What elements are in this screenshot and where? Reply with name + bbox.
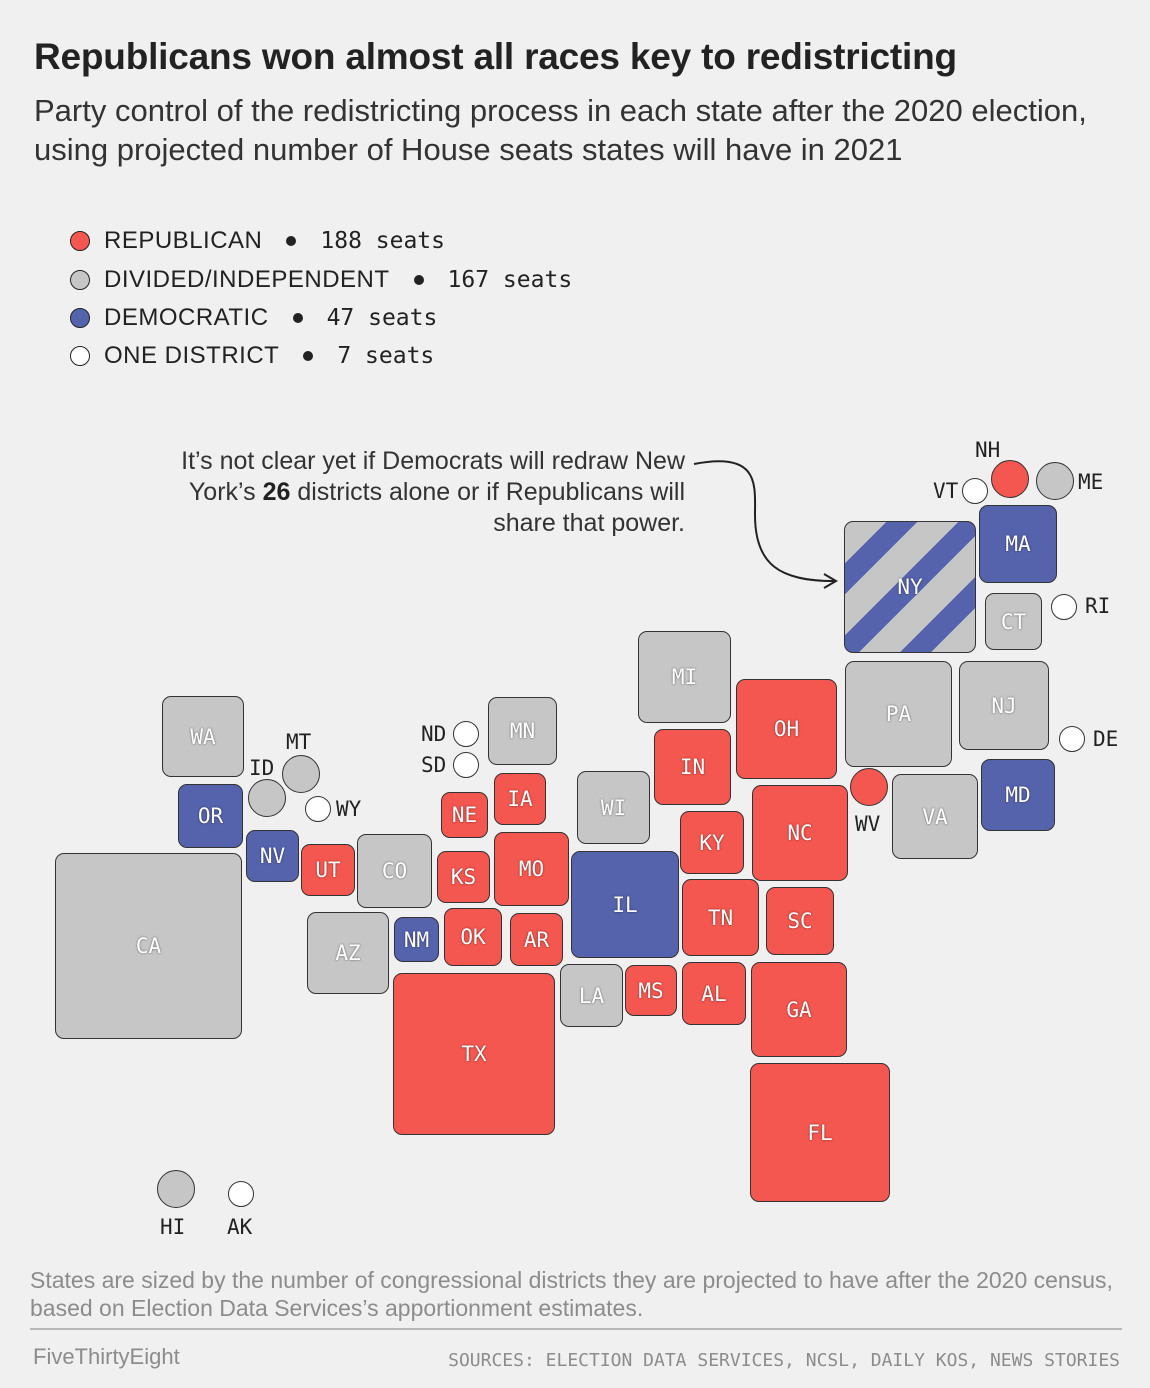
republican-swatch-icon bbox=[70, 231, 90, 251]
state-wi: WI bbox=[577, 771, 650, 844]
state-ct: CT bbox=[985, 593, 1042, 650]
state-wy-label: WY bbox=[336, 797, 362, 821]
state-id-label: ID bbox=[249, 756, 275, 780]
annotation-arrow-icon bbox=[693, 460, 838, 589]
one-district-swatch-icon bbox=[70, 346, 90, 366]
state-az: AZ bbox=[307, 912, 389, 994]
state-ia: IA bbox=[494, 773, 546, 825]
legend-item-one-district: ONE DISTRICT 7 seats bbox=[70, 341, 434, 371]
legend-seats: 167 seats bbox=[447, 267, 573, 293]
state-ut: UT bbox=[301, 844, 355, 896]
state-ks: KS bbox=[437, 851, 490, 903]
state-in: IN bbox=[654, 729, 731, 805]
state-al: AL bbox=[682, 962, 746, 1025]
bullet-icon bbox=[292, 313, 303, 323]
chart-subtitle: Party control of the redistricting proce… bbox=[34, 93, 1087, 167]
state-hi-label: HI bbox=[160, 1215, 186, 1239]
state-mt-label: MT bbox=[286, 730, 312, 754]
state-me-label: ME bbox=[1078, 470, 1104, 494]
state-wa: WA bbox=[162, 696, 244, 777]
divided-swatch-icon bbox=[70, 270, 90, 290]
state-me bbox=[1036, 462, 1074, 500]
state-ny: NY bbox=[844, 521, 976, 653]
state-or: OR bbox=[178, 784, 243, 848]
sources-text: SOURCES: ELECTION DATA SERVICES, NCSL, D… bbox=[448, 1350, 1120, 1371]
state-ca: CA bbox=[55, 853, 242, 1039]
chart-title: Republicans won almost all races key to … bbox=[34, 36, 957, 77]
democratic-swatch-icon bbox=[70, 308, 90, 328]
legend-item-divided: DIVIDED/INDEPENDENT 167 seats bbox=[70, 265, 572, 295]
state-nd-label: ND bbox=[421, 722, 447, 746]
state-nm: NM bbox=[394, 917, 439, 962]
legend-label: DEMOCRATIC bbox=[104, 304, 269, 331]
state-md: MD bbox=[981, 759, 1055, 831]
state-wv-label: WV bbox=[855, 812, 881, 836]
state-ak-label: AK bbox=[227, 1215, 253, 1239]
legend-label: ONE DISTRICT bbox=[104, 342, 280, 369]
state-nv: NV bbox=[246, 830, 299, 882]
legend-seats: 188 seats bbox=[320, 228, 445, 254]
legend-label: DIVIDED/INDEPENDENT bbox=[104, 266, 390, 293]
bullet-icon bbox=[413, 275, 424, 285]
state-sd-label: SD bbox=[421, 753, 447, 777]
state-nd bbox=[453, 721, 479, 747]
annotation-text-bold: 26 bbox=[262, 478, 291, 506]
state-mo: MO bbox=[494, 832, 569, 906]
state-id bbox=[248, 779, 286, 817]
state-co: CO bbox=[357, 834, 432, 908]
state-la: LA bbox=[560, 964, 623, 1027]
state-il: IL bbox=[571, 851, 679, 958]
state-de-label: DE bbox=[1093, 727, 1119, 751]
legend-item-republican: REPUBLICAN 188 seats bbox=[70, 226, 445, 256]
legend-seats: 7 seats bbox=[337, 343, 435, 369]
state-ga: GA bbox=[751, 962, 847, 1057]
footer-divider bbox=[30, 1328, 1122, 1330]
annotation-text-after: districts alone or if Republicans will s… bbox=[290, 478, 685, 537]
state-hi bbox=[157, 1170, 195, 1208]
state-sd bbox=[453, 752, 479, 778]
state-mi: MI bbox=[638, 631, 731, 723]
state-nc: NC bbox=[752, 785, 848, 881]
legend-seats: 47 seats bbox=[326, 305, 438, 331]
state-ok: OK bbox=[444, 908, 502, 966]
state-ne: NE bbox=[441, 792, 488, 838]
state-nj: NJ bbox=[959, 661, 1049, 750]
state-ar: AR bbox=[510, 913, 563, 966]
state-ak bbox=[228, 1181, 254, 1207]
state-ky: KY bbox=[680, 811, 744, 874]
state-nh-label: NH bbox=[975, 438, 1001, 462]
bullet-icon bbox=[303, 351, 314, 361]
new-york-annotation: It’s not clear yet if Democrats will red… bbox=[180, 446, 685, 539]
state-mt bbox=[282, 755, 320, 793]
methodology-note: States are sized by the number of congre… bbox=[30, 1267, 1113, 1321]
state-ms: MS bbox=[625, 965, 677, 1016]
state-ri-label: RI bbox=[1085, 594, 1111, 618]
state-mn: MN bbox=[488, 697, 557, 765]
state-pa: PA bbox=[845, 661, 952, 767]
state-ma: MA bbox=[979, 505, 1057, 583]
state-sc: SC bbox=[766, 887, 834, 955]
state-vt bbox=[962, 478, 988, 504]
state-wv bbox=[850, 768, 888, 806]
legend-label: REPUBLICAN bbox=[104, 227, 263, 254]
state-nh bbox=[991, 460, 1029, 498]
state-ri bbox=[1051, 594, 1077, 620]
legend-item-democratic: DEMOCRATIC 47 seats bbox=[70, 303, 437, 333]
bullet-icon bbox=[286, 236, 297, 246]
state-fl: FL bbox=[750, 1063, 890, 1202]
state-oh: OH bbox=[736, 679, 837, 779]
state-wy bbox=[305, 796, 331, 822]
brand-logo: FiveThirtyEight bbox=[33, 1344, 180, 1369]
state-tx: TX bbox=[393, 973, 555, 1135]
annotation-text-before: It’s not clear yet if Democrats will red… bbox=[181, 447, 685, 506]
state-vt-label: VT bbox=[933, 479, 959, 503]
state-de bbox=[1059, 726, 1085, 752]
state-va: VA bbox=[892, 774, 978, 859]
state-tn: TN bbox=[682, 879, 759, 956]
